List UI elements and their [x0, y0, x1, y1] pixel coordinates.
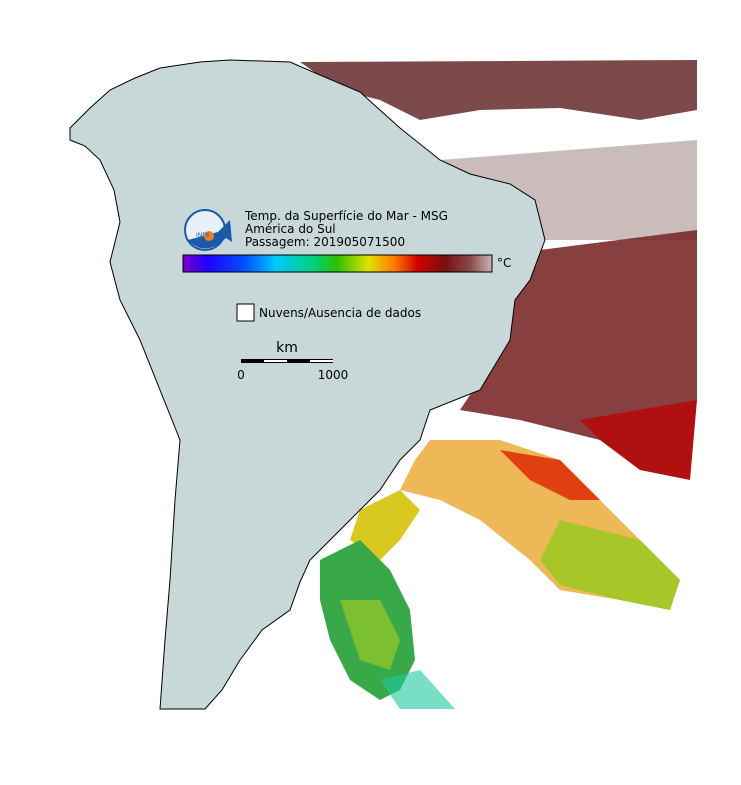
title-line: América do Sul [245, 222, 336, 236]
cloud-legend: Nuvens/Ausencia de dados [259, 306, 421, 320]
scale-label: 1000 [318, 368, 349, 382]
scale-label: 0 [237, 368, 245, 382]
title-line: Temp. da Superfície do Mar - MSG [244, 209, 448, 223]
colorbar [182, 254, 493, 273]
title-line: Passagem: 201905071500 [245, 235, 405, 249]
colorbar-unit: °C [497, 256, 511, 270]
logo: INPE [184, 209, 232, 251]
scale-bar: km 0 1000 [237, 340, 348, 382]
scale-unit: km [276, 340, 298, 356]
cloud-swatch [236, 303, 255, 322]
logo-text: INPE [196, 232, 210, 239]
